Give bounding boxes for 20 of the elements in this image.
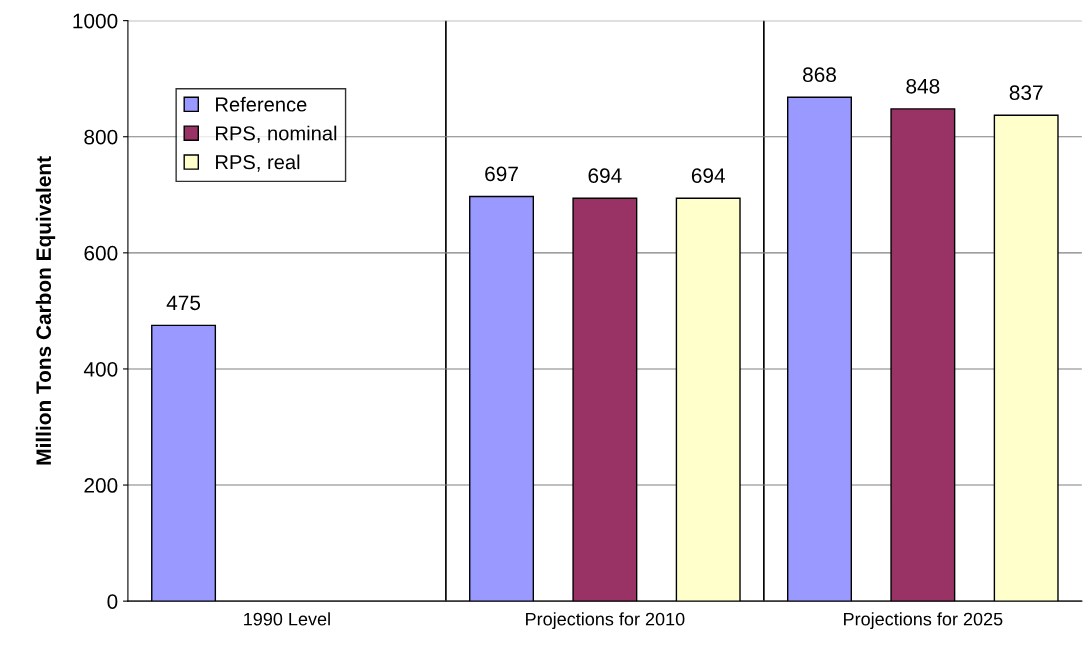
data-label: 475 <box>166 295 201 311</box>
legend-label: RPS, nominal <box>216 125 337 143</box>
y-axis-title: Million Tons Carbon Equivalent <box>35 156 56 465</box>
y-tick-label: 200 <box>84 478 118 493</box>
x-tick-label: Projections for 2010 <box>526 612 685 630</box>
y-tick-label: 400 <box>83 361 118 377</box>
data-label: 694 <box>588 168 622 184</box>
x-tick-label: 1990 Level <box>244 612 330 626</box>
data-label: 848 <box>906 78 940 94</box>
y-tick-label: 800 <box>84 129 118 145</box>
y-tick-label: 600 <box>84 245 118 261</box>
data-label: 868 <box>803 67 836 83</box>
y-tick-label: 0 <box>107 594 118 609</box>
data-label: 837 <box>1009 85 1043 101</box>
legend-label: RPS, real <box>216 154 300 172</box>
y-tick-label: 1000 <box>73 13 118 29</box>
legend-label: Reference <box>216 96 307 112</box>
data-label: 697 <box>485 166 518 182</box>
x-tick-label: Projections for 2025 <box>844 612 1003 630</box>
data-label: 694 <box>691 168 725 184</box>
